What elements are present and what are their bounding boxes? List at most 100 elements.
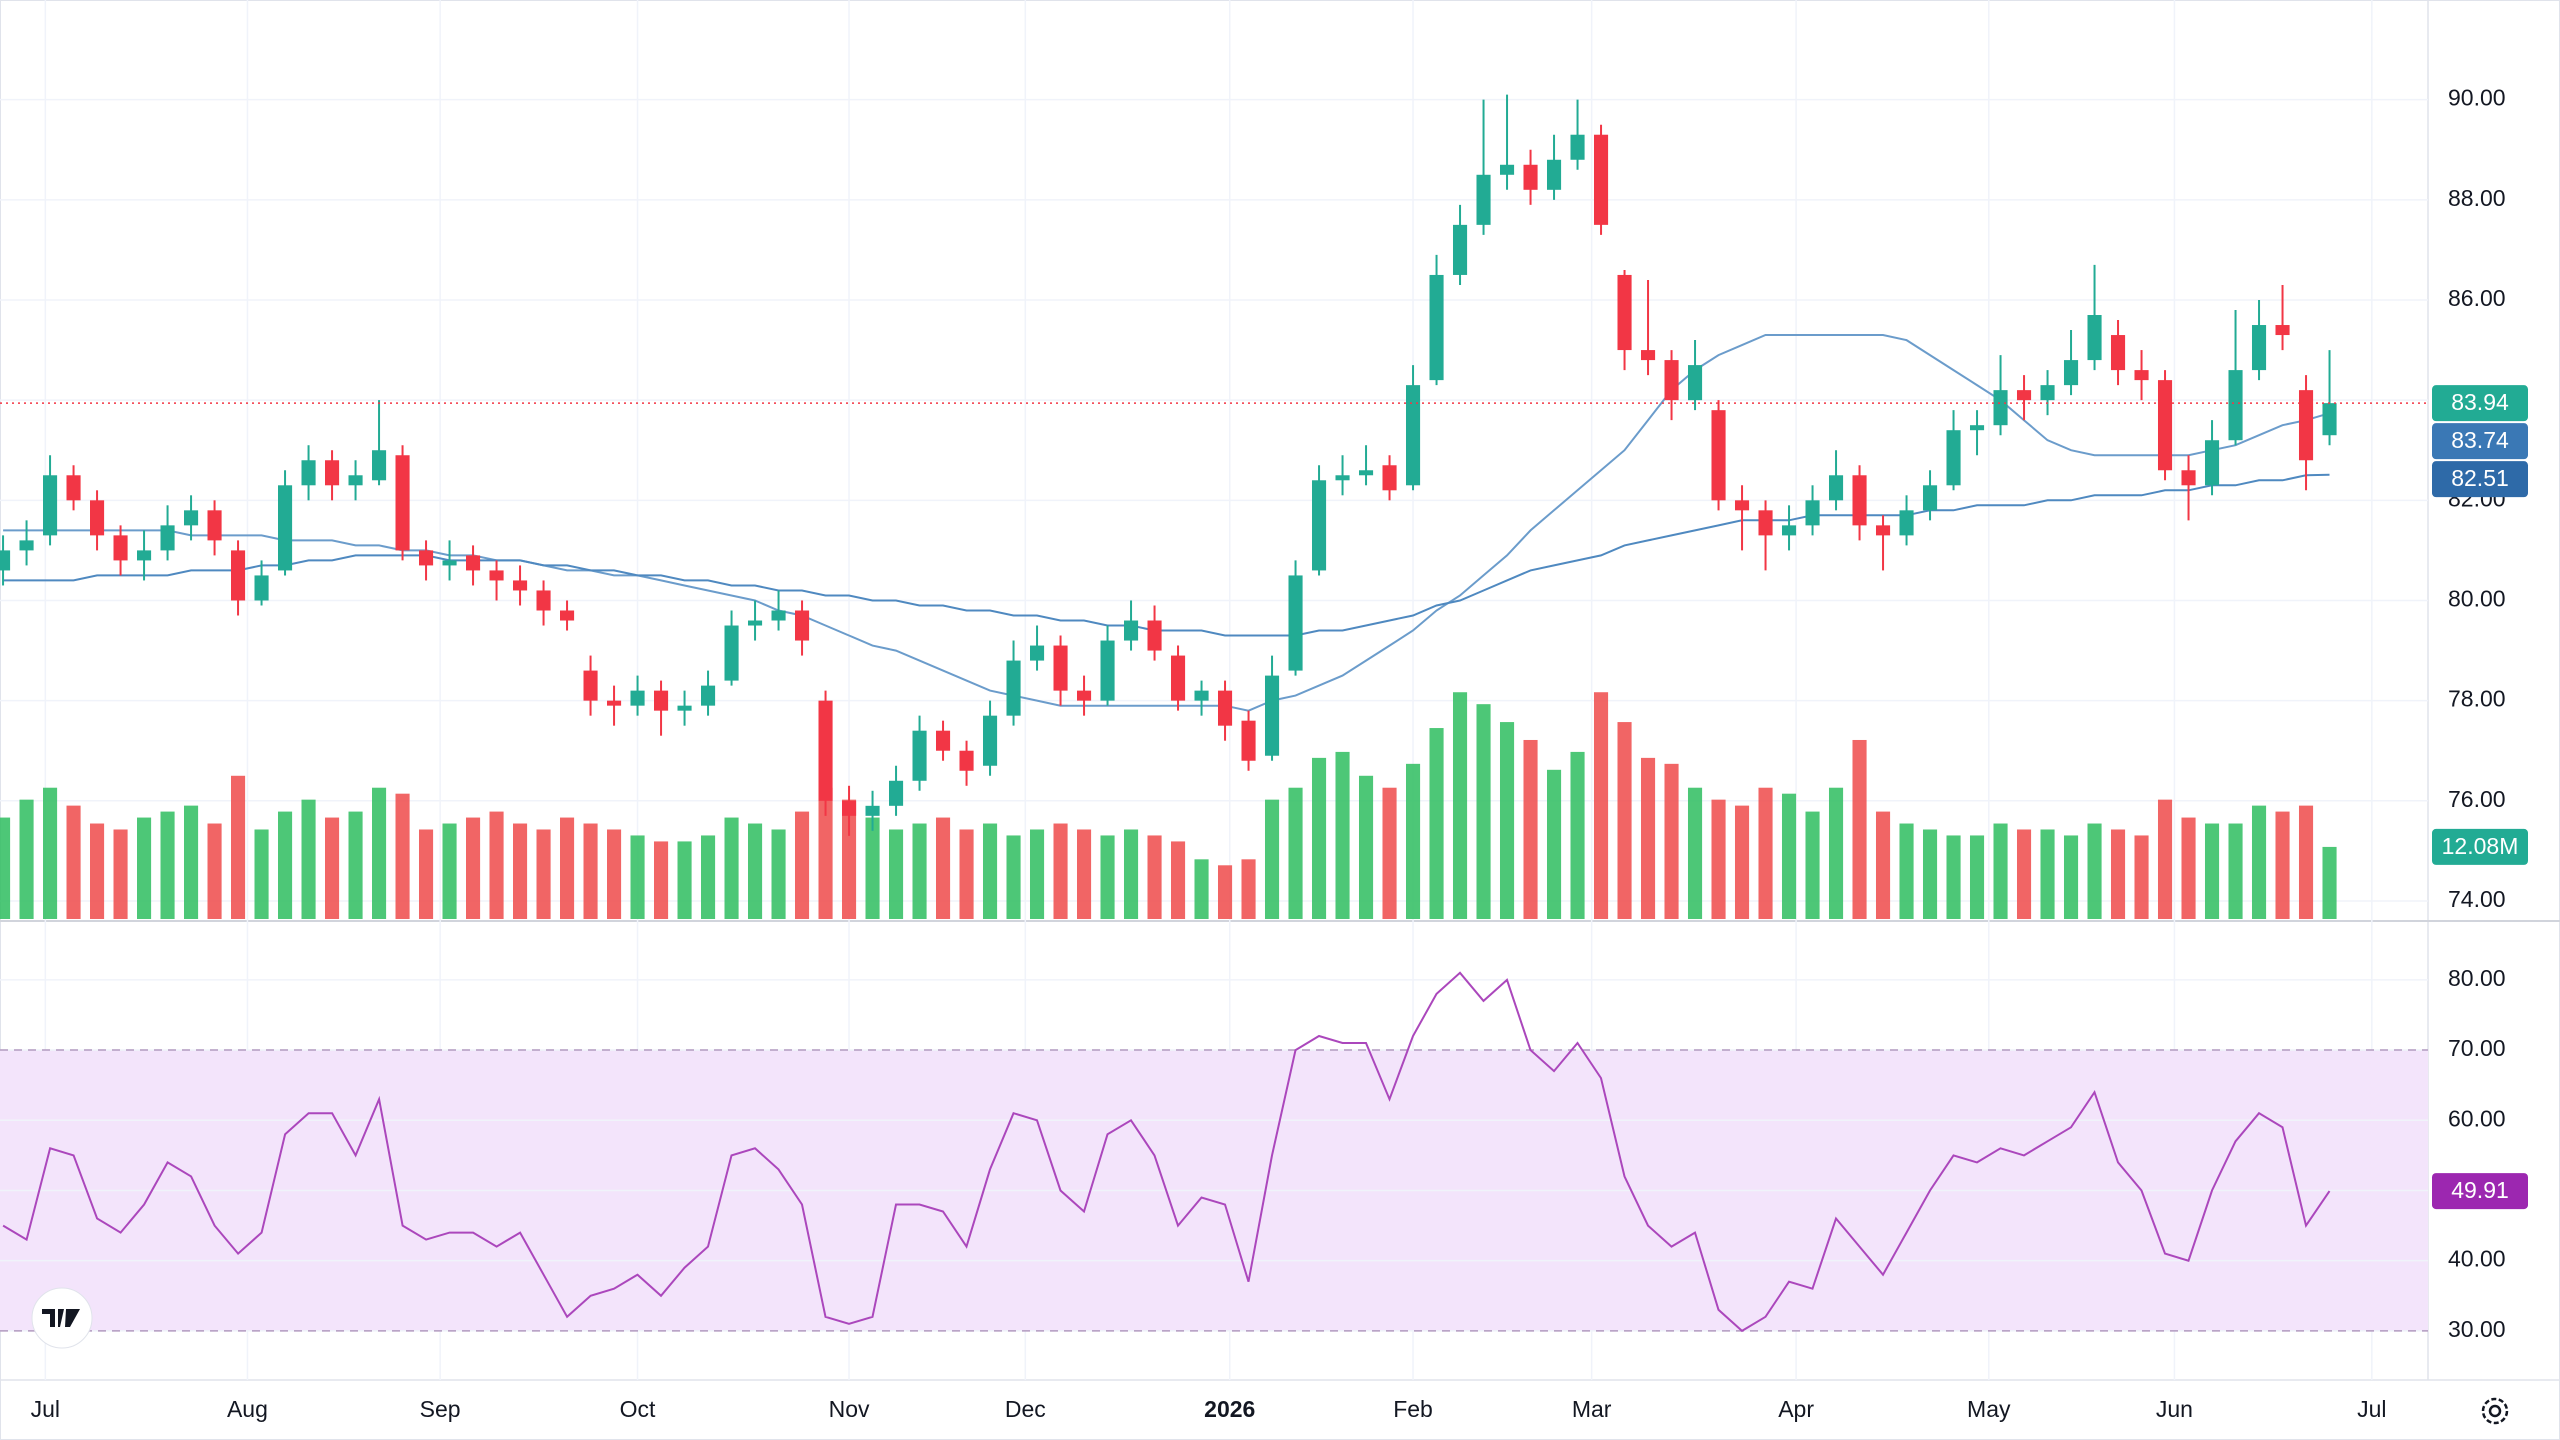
- candle-body: [2298, 390, 2314, 461]
- candle-body: [1123, 620, 1139, 641]
- volume-bar: [419, 829, 434, 919]
- volume-bar: [1100, 835, 1115, 919]
- candle-body: [137, 550, 152, 561]
- candle-body: [43, 475, 58, 536]
- value-label-box: [2432, 1173, 2528, 1210]
- moving-average: [3, 473, 2330, 637]
- candle-body: [2157, 380, 2173, 471]
- volume-bar: [1852, 739, 1867, 919]
- x-tick-label: Aug: [227, 1396, 268, 1422]
- volume-bar: [982, 823, 998, 919]
- candle-body: [1429, 274, 1444, 381]
- gear[interactable]: [2481, 1397, 2509, 1425]
- volume-bar: [888, 829, 904, 919]
- volume-bar: [724, 817, 739, 919]
- volume-bar: [959, 829, 974, 919]
- candle-body: [301, 460, 316, 486]
- volume-bar: [207, 823, 222, 919]
- volume-bar: [301, 799, 316, 919]
- volume-bar: [1734, 805, 1750, 919]
- candle-body: [959, 750, 974, 771]
- y-tick-label: 76.00: [2448, 786, 2506, 812]
- candle-body: [794, 610, 810, 641]
- volume-bar: [1499, 722, 1515, 919]
- candle-body: [912, 730, 927, 781]
- candle-body: [1311, 480, 1327, 571]
- volume-bar: [630, 835, 645, 919]
- volume-bar: [1241, 859, 1256, 919]
- volume-bar: [1405, 763, 1421, 919]
- volume-bar: [2157, 799, 2173, 919]
- grid: [0, 0, 2428, 1380]
- volume-bar: [1828, 787, 1844, 919]
- x-tick-label: Jul: [31, 1396, 60, 1422]
- candle-body: [1711, 410, 1726, 501]
- volume-bar: [1899, 823, 1914, 919]
- y-tick-label: 70.00: [2448, 1035, 2506, 1061]
- y-tick-label: 60.00: [2448, 1105, 2506, 1131]
- volume-bar: [1147, 835, 1162, 919]
- y-tick-label: 78.00: [2448, 686, 2506, 712]
- volume-bar: [231, 775, 246, 919]
- candle-body: [1100, 640, 1115, 701]
- volume-bar: [747, 823, 763, 919]
- candle-body: [677, 705, 692, 711]
- settings-button[interactable]: [2481, 1397, 2509, 1425]
- volume-bar: [1264, 799, 1280, 919]
- volume-bar: [536, 829, 551, 919]
- candle-body: [1382, 465, 1397, 491]
- moving-average: [3, 334, 2330, 712]
- candle-body: [1523, 164, 1538, 190]
- candle-body: [583, 670, 598, 701]
- volume-bar: [1664, 763, 1679, 919]
- candle-body: [2063, 360, 2079, 386]
- volume-bar: [1476, 704, 1491, 919]
- volume-bar: [1993, 823, 2008, 919]
- volume-bar: [2251, 805, 2267, 919]
- candle-body: [607, 700, 622, 706]
- candle-body: [1053, 645, 1068, 691]
- volume-bar: [66, 805, 81, 919]
- candle-body: [0, 550, 11, 571]
- volume-bar: [794, 811, 810, 919]
- volume-bar: [1006, 835, 1021, 919]
- volume-bar: [372, 787, 387, 919]
- candle-body: [700, 685, 716, 706]
- candle-body: [466, 555, 481, 571]
- volume-bar: [818, 787, 833, 919]
- gear-hole[interactable]: [2488, 1404, 2502, 1418]
- candle-body: [90, 500, 105, 536]
- volume-bar: [935, 817, 951, 919]
- volume-bar: [2181, 817, 2196, 919]
- candle-body: [2275, 325, 2290, 336]
- volume-bar: [2204, 823, 2220, 919]
- candle-body: [1006, 660, 1021, 716]
- candle-body: [1922, 485, 1938, 511]
- candle-body: [2322, 403, 2337, 436]
- volume-bar: [2275, 811, 2290, 919]
- volume-bar: [0, 817, 11, 919]
- volume-bar: [2228, 823, 2243, 919]
- candle-body: [1405, 385, 1421, 486]
- candle-body: [1288, 575, 1303, 671]
- volume-bar: [841, 799, 857, 919]
- volume-bar: [466, 817, 481, 919]
- plot: [0, 94, 2428, 1333]
- logo-mark[interactable]: [42, 1309, 80, 1327]
- candle-body: [1687, 365, 1703, 401]
- candle-body: [747, 620, 763, 626]
- volume-bar: [2134, 835, 2149, 919]
- volume-bar: [653, 841, 669, 919]
- candle-body: [1993, 390, 2008, 426]
- candle-body: [489, 570, 504, 581]
- candle-body: [278, 485, 293, 571]
- volume-bar: [1546, 769, 1562, 919]
- volume-bar: [2322, 846, 2337, 919]
- volume-bar: [113, 829, 128, 919]
- logo[interactable]: [31, 1287, 93, 1349]
- candle-body: [207, 510, 222, 541]
- candle-body: [1805, 500, 1820, 526]
- volume-bar: [1969, 835, 1985, 919]
- volume-bar: [1194, 859, 1209, 919]
